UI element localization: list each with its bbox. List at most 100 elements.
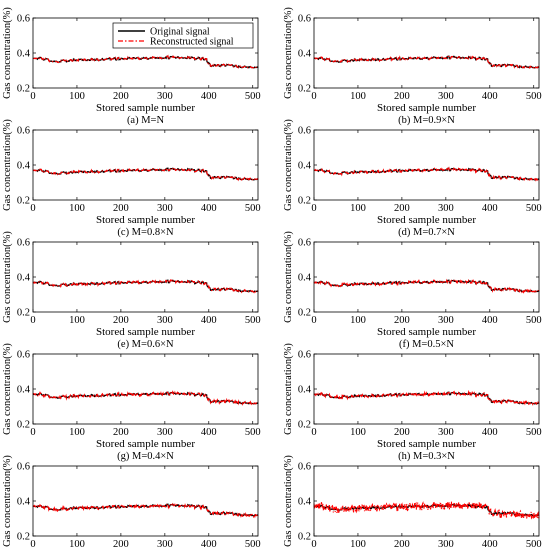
x-tick-label: 200 [113,427,129,438]
plot-frame [32,129,259,201]
legend-label: Original signal [150,27,210,38]
x-tick-label: 400 [201,91,217,102]
x-tick-label: 100 [350,203,366,214]
x-tick-label: 0 [311,91,316,102]
x-axis-label: Stored sample number [96,214,195,226]
x-tick-label: 100 [350,427,366,438]
y-tick-label: 0.4 [17,161,31,172]
x-tick-label: 200 [394,203,410,214]
y-tick-label: 0.6 [298,350,311,361]
x-tick-label: 0 [311,539,316,550]
subplot-4: 0 100 200 300 400 500 0.2 0.4 0.6 Stored sample n… [2,231,261,350]
y-tick-label: 0.4 [17,49,31,60]
y-tick-label: 0.2 [17,420,30,431]
y-tick-label: 0.4 [17,385,31,396]
x-tick-label: 200 [113,539,129,550]
y-tick-label: 0.4 [17,273,31,284]
x-tick-label: 200 [113,203,129,214]
x-tick-label: 500 [245,91,261,102]
plot-frame [313,241,540,313]
x-tick-label: 200 [394,427,410,438]
y-tick-label: 0.2 [17,196,30,207]
x-tick-label: 300 [438,315,454,326]
reconstructed-signal-line [33,54,259,69]
legend-box [112,22,254,49]
x-tick-label: 300 [157,539,173,550]
x-tick-label: 300 [157,203,173,214]
reconstructed-signal-line [32,390,259,406]
y-tick-label: 0.6 [17,126,30,137]
x-axis-label: Stored sample number [96,438,195,450]
y-axis-label: Gas concentration(%) [2,231,13,323]
x-tick-label: 200 [113,91,129,102]
x-tick-label: 300 [438,539,454,550]
x-tick-label: 0 [311,203,316,214]
y-axis-label: Gas concentration(%) [2,119,13,211]
x-tick-label: 500 [526,91,542,102]
y-tick-label: 0.6 [298,462,311,473]
y-tick-label: 0.4 [298,161,312,172]
x-tick-label: 400 [201,427,217,438]
subplot-caption: (c) M=0.8×N [117,227,174,238]
x-tick-label: 500 [245,203,261,214]
x-tick-label: 400 [482,91,498,102]
x-tick-label: 200 [394,539,410,550]
y-axis-label: Gas concentration(%) [283,231,294,323]
x-tick-label: 0 [30,539,35,550]
y-tick-label: 0.6 [17,238,30,249]
plot-frame [313,129,540,201]
x-tick-label: 300 [438,427,454,438]
x-tick-label: 500 [245,427,261,438]
y-tick-label: 0.6 [17,14,30,25]
plot-frame [313,465,540,537]
x-axis-label: Stored sample number [377,214,476,226]
y-tick-label: 0.2 [17,532,30,543]
y-tick-label: 0.2 [17,84,30,95]
y-axis-label: Gas concentration(%) [283,7,294,99]
x-tick-label: 500 [526,315,542,326]
x-axis-label: Stored sample number [96,326,195,338]
x-tick-label: 500 [526,203,542,214]
x-tick-label: 200 [394,91,410,102]
x-axis-label: Stored sample number [377,102,476,114]
original-signal-line [313,167,540,181]
plot-frame [313,353,540,425]
subplot-caption: (a) M=N [127,115,165,126]
x-tick-label: 400 [201,539,217,550]
x-tick-label: 100 [69,91,85,102]
x-tick-label: 500 [245,539,261,550]
x-tick-label: 100 [350,315,366,326]
x-axis-label: Stored sample number [96,102,195,114]
y-axis-label: Gas concentration(%) [2,7,13,99]
x-tick-label: 100 [69,539,85,550]
x-tick-label: 300 [438,203,454,214]
x-tick-label: 500 [526,539,542,550]
x-tick-label: 0 [311,315,316,326]
reconstructed-signal-line [313,278,540,295]
subplot-caption: (g) M=0.4×N [117,451,174,462]
y-tick-label: 0.2 [298,84,311,95]
legend-label: Reconstructed signal [150,37,234,48]
reconstructed-signal-line [313,389,540,407]
y-tick-label: 0.4 [298,497,312,508]
reconstructed-signal-line [32,278,258,294]
x-tick-label: 400 [201,203,217,214]
y-tick-label: 0.2 [298,532,311,543]
subplot-7: 0 100 200 300 400 500 0.2 0.4 0.6 Stored sample n… [283,343,542,462]
y-axis-label: Gas concentration(%) [283,455,294,547]
x-tick-label: 300 [438,91,454,102]
plot-frame [32,353,259,425]
y-tick-label: 0.4 [298,273,312,284]
plot-frame [32,241,259,313]
subplot-6: 0 100 200 300 400 500 0.2 0.4 0.6 Stored sample n… [2,343,261,462]
y-tick-label: 0.4 [17,497,31,508]
x-tick-label: 0 [30,427,35,438]
x-tick-label: 400 [482,427,498,438]
y-tick-label: 0.2 [298,308,311,319]
x-tick-label: 100 [69,203,85,214]
reconstructed-signal-line [313,500,540,520]
